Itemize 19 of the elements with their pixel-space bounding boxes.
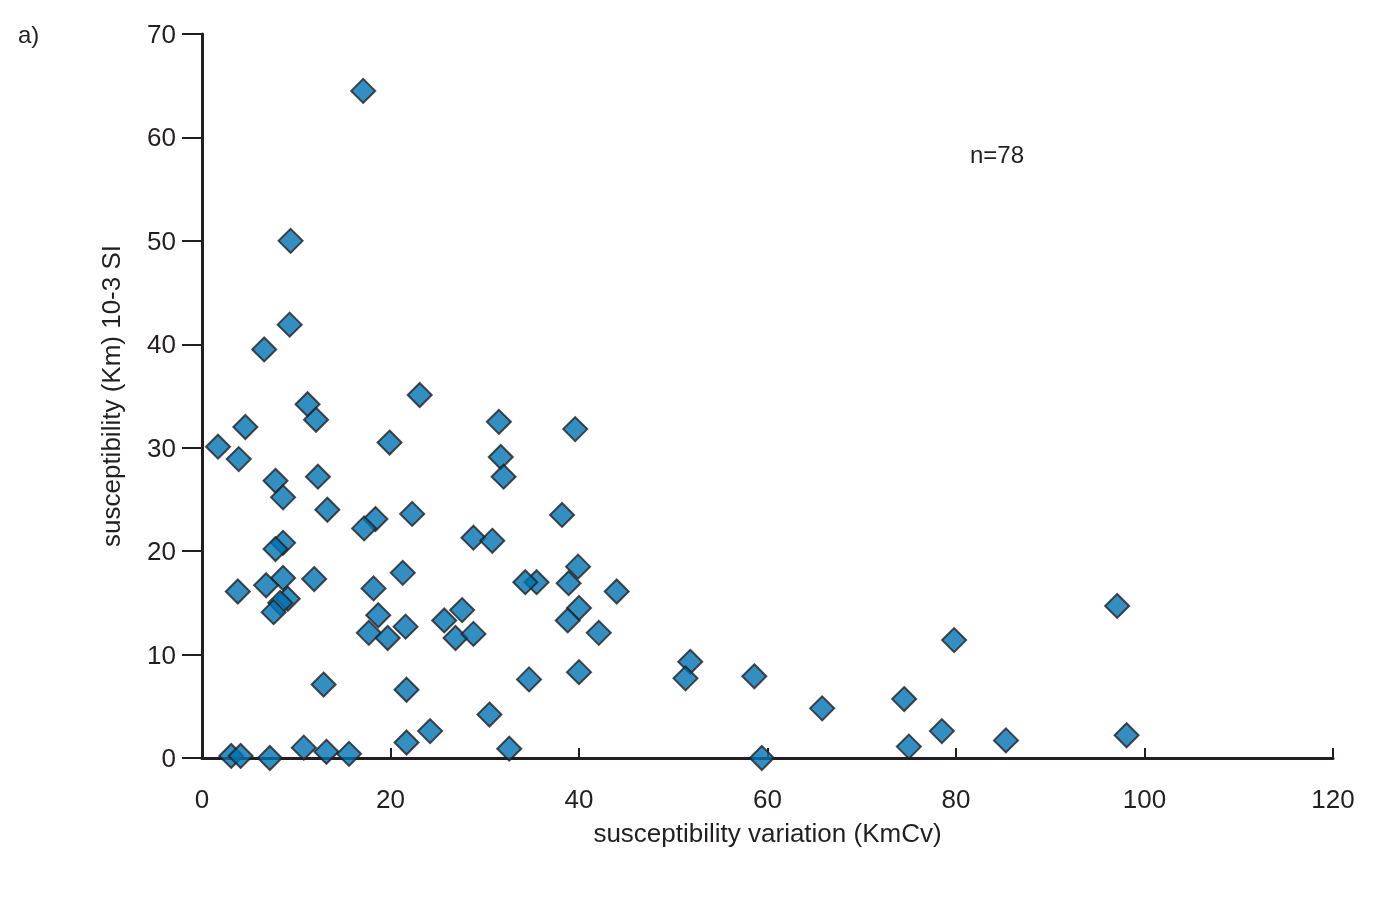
y-tick-label: 0	[161, 743, 176, 773]
y-tick-label: 20	[147, 536, 176, 567]
y-tick-label: 70	[147, 19, 176, 49]
text: a)	[18, 20, 40, 48]
x-tick-label: 0	[194, 784, 210, 814]
y-axis-title: susceptibility (Km) 10-3 SI	[96, 245, 126, 547]
x-axis-title: susceptibility variation (KmCv)	[593, 818, 942, 848]
x-tick-label: 80	[941, 784, 971, 814]
x-tick-label: 120	[1311, 784, 1355, 814]
x-tick-label: 100	[1122, 784, 1167, 814]
y-tick-label: 50	[147, 225, 176, 256]
y-tick-label: 40	[147, 329, 176, 360]
x-tick-label: 60	[753, 784, 782, 814]
y-tick-label: 30	[147, 432, 176, 463]
y-tick-label: 10	[147, 639, 176, 670]
y-tick-label: 60	[147, 122, 176, 153]
annotation: n=78	[970, 140, 1025, 168]
x-tick-label: 40	[564, 784, 594, 814]
x-tick-label: 20	[376, 784, 405, 814]
